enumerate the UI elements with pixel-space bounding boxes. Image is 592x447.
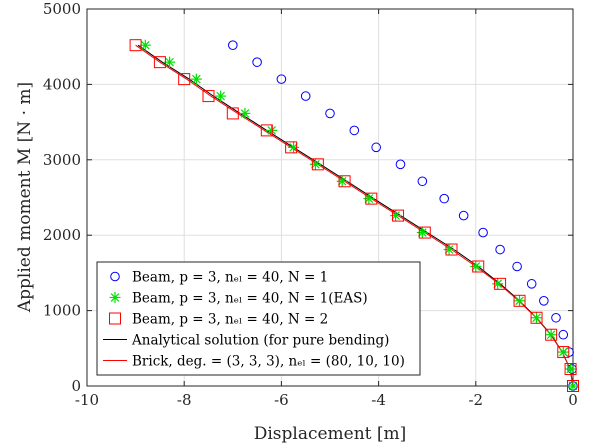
data-point [557, 346, 570, 359]
data-point [439, 193, 450, 204]
data-point [514, 295, 526, 307]
legend-marker-3 [109, 312, 121, 325]
data-point [371, 142, 381, 153]
data-point [445, 243, 458, 256]
data-point [390, 210, 402, 222]
legend-entry-2: Beam, p = 3, nₑₗ = 40, N = 1(EAS) [132, 291, 368, 307]
series-markers [129, 39, 579, 392]
data-point [495, 244, 505, 255]
data-point [311, 158, 324, 171]
data-point [276, 74, 287, 84]
data-point [513, 294, 526, 307]
data-point [228, 40, 238, 50]
data-point [349, 125, 360, 136]
legend: Beam, p = 3, nₑₗ = 40, N = 1 Beam, p = 3,… [96, 261, 421, 376]
data-point [164, 56, 176, 68]
data-point [458, 210, 469, 221]
data-point [478, 227, 488, 238]
data-point [392, 209, 405, 222]
data-point [539, 295, 549, 306]
series-markers-3 [129, 39, 579, 392]
data-point [215, 90, 227, 102]
data-point [260, 124, 273, 137]
data-point [494, 277, 507, 290]
data-point [395, 159, 406, 170]
data-point [363, 193, 375, 205]
data-point [545, 328, 558, 341]
data-point [565, 363, 577, 375]
legend-marker-1 [110, 271, 120, 282]
data-point [288, 141, 300, 153]
legend-entry-1: Beam, p = 3, nₑₗ = 40, N = 1 [132, 270, 328, 286]
data-point [512, 261, 522, 272]
data-point [139, 39, 151, 51]
data-point [190, 73, 202, 85]
data-point [309, 158, 321, 170]
data-point [551, 312, 561, 323]
data-point [226, 107, 239, 120]
data-point [266, 124, 278, 136]
y-tick-label: 3000 [43, 151, 81, 169]
data-point [202, 90, 215, 103]
data-point [472, 260, 485, 273]
x-tick-label: -8 [177, 391, 192, 409]
data-point [567, 380, 579, 392]
x-tick-label: -10 [75, 391, 99, 409]
data-point [558, 329, 569, 340]
data-point [417, 176, 428, 187]
plot-frame [86, 8, 574, 387]
y-tick-label: 0 [71, 377, 81, 395]
data-point [470, 260, 482, 272]
y-tick-label: 1000 [43, 302, 81, 320]
legend-entry-5: Brick, deg. = (3, 3, 3), nₑₗ = (80, 10, … [132, 354, 405, 370]
data-point [300, 91, 311, 101]
y-axis-label: Applied moment M [N · m] [15, 82, 35, 313]
series-markers-2 [139, 39, 579, 392]
y-tick-label: 5000 [43, 0, 81, 18]
data-point [564, 363, 577, 376]
x-tick-label: -6 [274, 391, 289, 409]
legend-box [96, 261, 421, 376]
x-tick-label: -2 [468, 391, 483, 409]
data-point [252, 57, 262, 67]
data-point [492, 278, 504, 290]
data-point [239, 107, 251, 119]
legend-entry-3: Beam, p = 3, nₑₗ = 40, N = 2 [132, 312, 328, 328]
legend-marker-2 [109, 292, 121, 303]
axis-ticks: -10 -8 -6 -4 -2 0 0 1000 2000 3000 4000 5000 [43, 0, 578, 409]
data-point [545, 329, 557, 341]
data-point [325, 108, 335, 119]
data-point [531, 312, 543, 324]
data-point [416, 227, 428, 239]
data-point [338, 175, 351, 188]
x-tick-label: -4 [371, 391, 386, 409]
data-point [178, 73, 191, 86]
data-point [365, 192, 378, 205]
legend-entry-4: Analytical solution (for pure bending) [131, 333, 389, 349]
data-point [418, 226, 431, 239]
data-point [530, 311, 543, 324]
y-tick-label: 4000 [43, 75, 81, 93]
y-tick-label: 2000 [43, 226, 81, 244]
data-point [129, 39, 142, 52]
data-point [567, 380, 579, 392]
x-axis-label: Displacement [m] [254, 424, 407, 444]
data-point [557, 346, 569, 358]
data-point [336, 175, 348, 187]
data-point [153, 56, 166, 69]
x-tick-label: 0 [568, 391, 578, 409]
data-point [443, 244, 455, 256]
data-point [285, 141, 298, 154]
data-point [526, 279, 537, 289]
